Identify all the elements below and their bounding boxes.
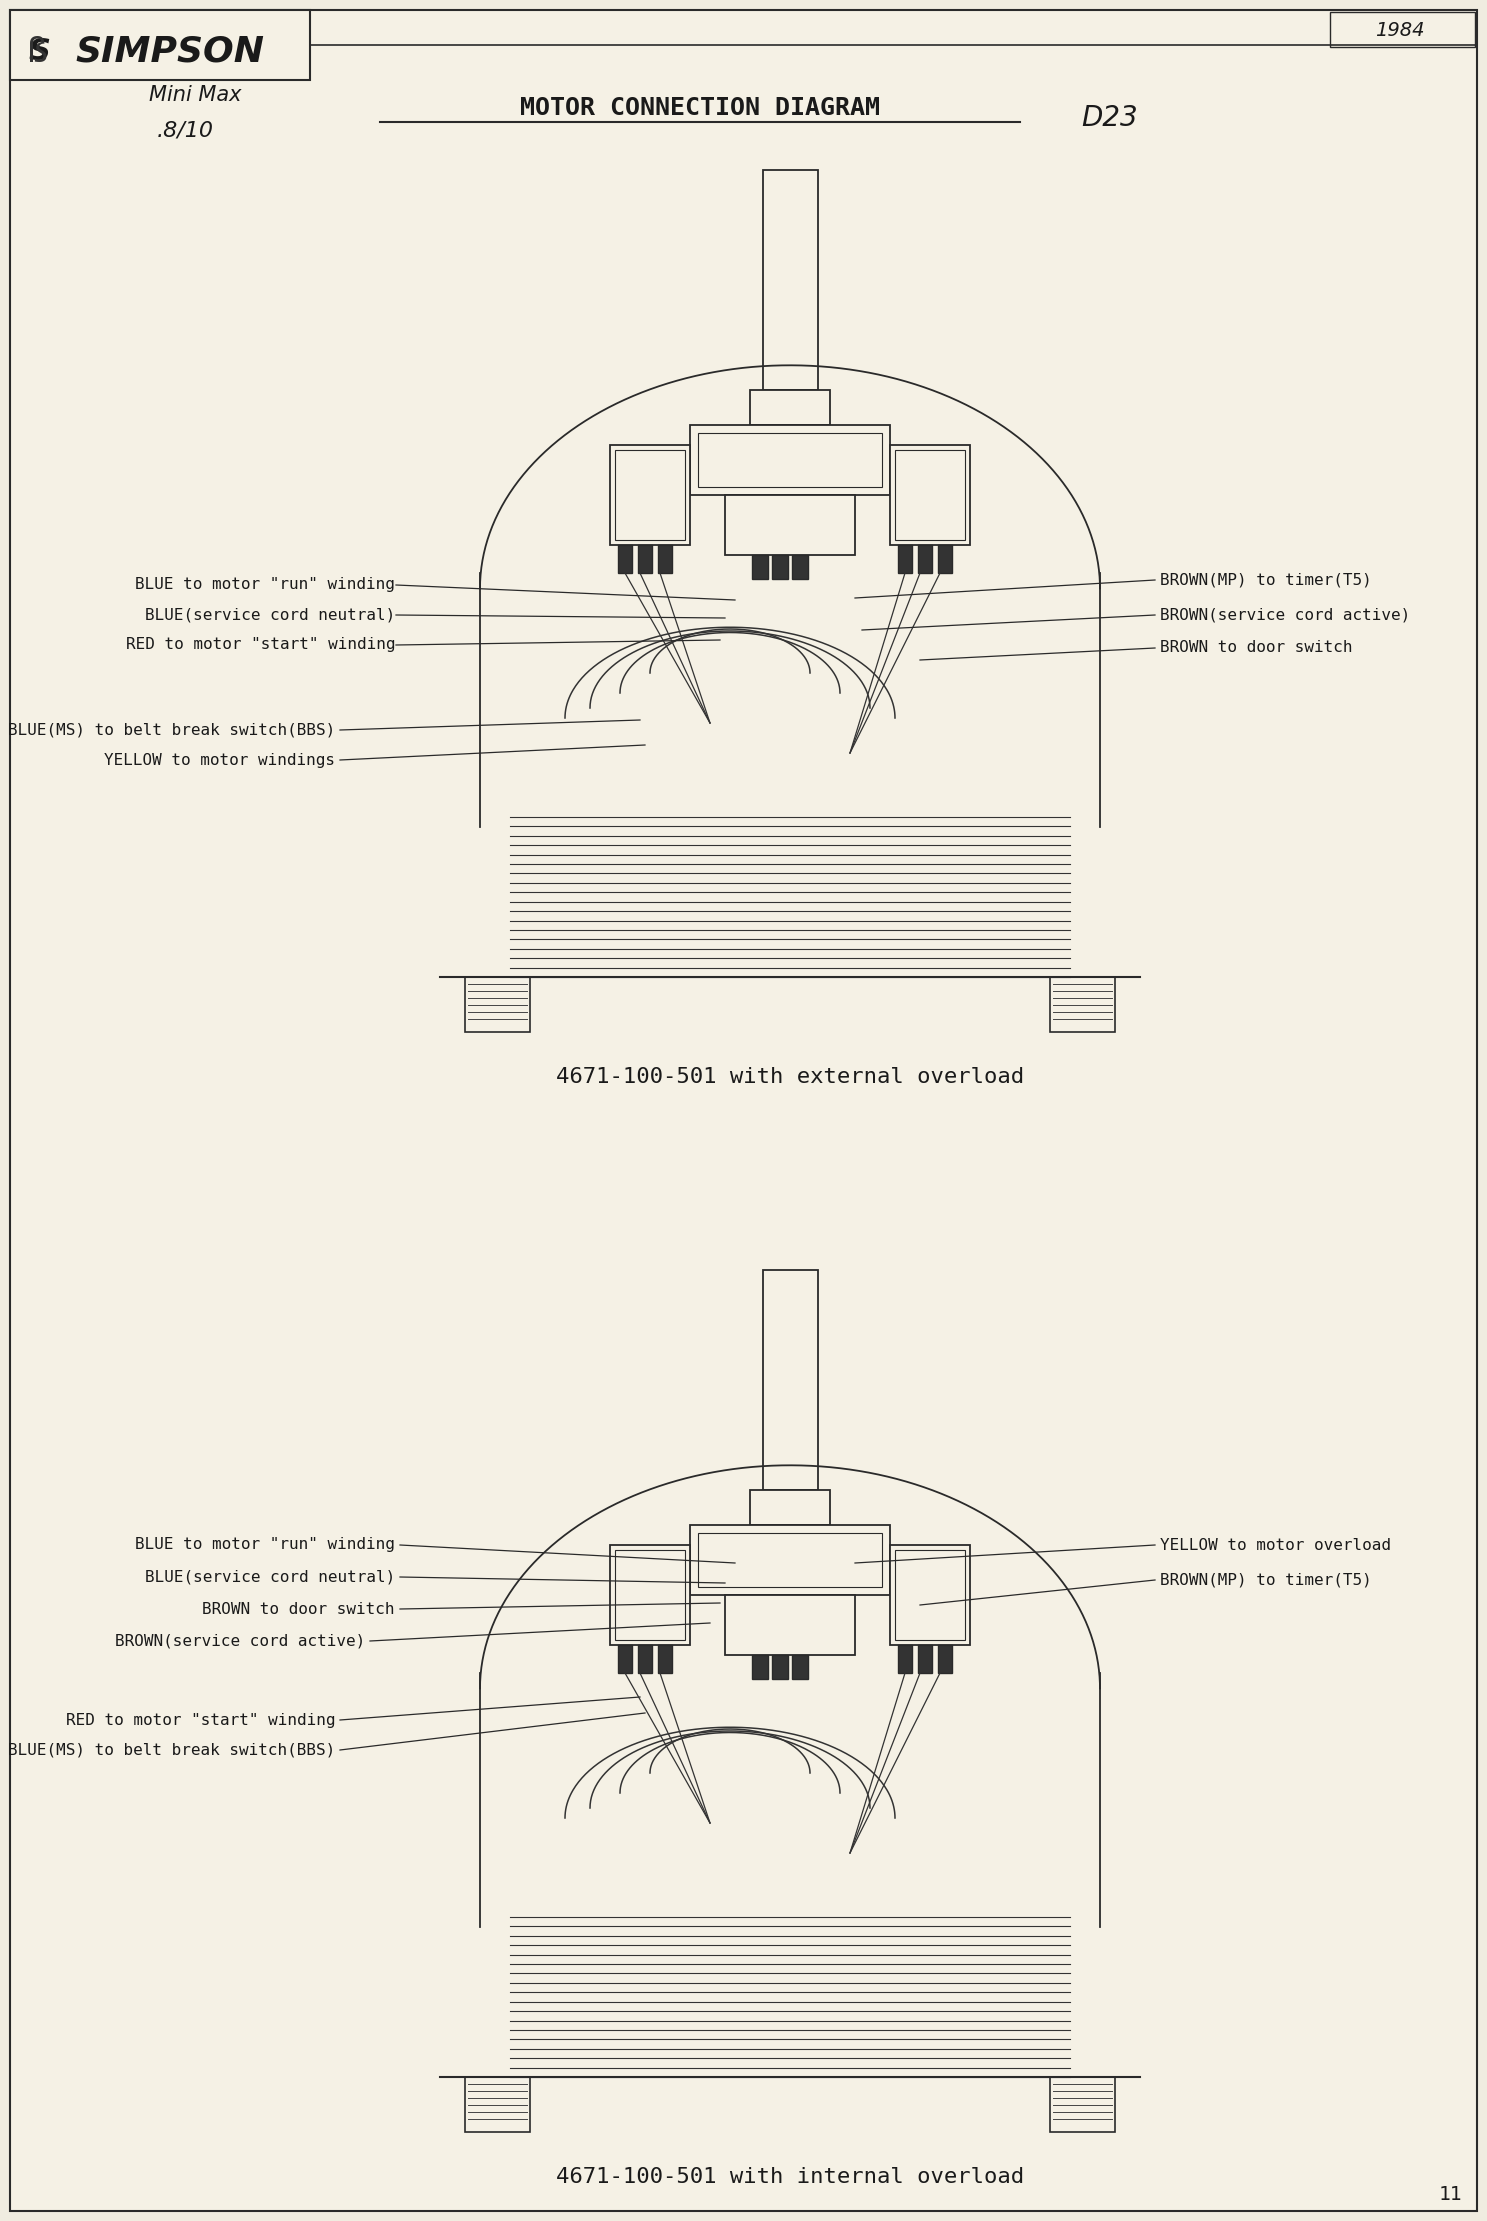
Bar [465, 977, 529, 1033]
Bar [793, 555, 807, 580]
Bar [610, 1546, 690, 1646]
Text: BROWN(MP) to timer(T5): BROWN(MP) to timer(T5) [1160, 573, 1371, 589]
Bar [938, 1646, 952, 1672]
Bar [895, 1550, 965, 1639]
Bar [749, 391, 830, 424]
Bar [763, 171, 818, 391]
Bar [938, 544, 952, 573]
Bar [895, 451, 965, 540]
Text: SIMPSON: SIMPSON [76, 36, 265, 69]
Text: BROWN(MP) to timer(T5): BROWN(MP) to timer(T5) [1160, 1572, 1371, 1588]
Text: BLUE to motor "run" winding: BLUE to motor "run" winding [135, 1537, 396, 1552]
Bar [638, 544, 651, 573]
Text: BROWN to door switch: BROWN to door switch [202, 1601, 396, 1617]
Bar [1050, 977, 1115, 1033]
Text: .8/10: .8/10 [156, 120, 214, 140]
Text: BLUE(service cord neutral): BLUE(service cord neutral) [144, 1570, 396, 1584]
Bar [690, 424, 891, 495]
Bar [1050, 2077, 1115, 2132]
Text: BLUE(MS) to belt break switch(BBS): BLUE(MS) to belt break switch(BBS) [7, 722, 335, 737]
Bar [659, 1646, 672, 1672]
Bar [659, 544, 672, 573]
Bar [898, 544, 912, 573]
Bar [619, 544, 632, 573]
Text: RED to motor "start" winding: RED to motor "start" winding [65, 1712, 335, 1728]
Bar [610, 444, 690, 544]
Bar [891, 1546, 970, 1646]
Text: S: S [30, 38, 51, 67]
Text: RED to motor "start" winding: RED to motor "start" winding [125, 637, 396, 653]
Bar [772, 555, 788, 580]
Text: BROWN to door switch: BROWN to door switch [1160, 640, 1353, 655]
Bar [1329, 11, 1475, 47]
Bar [697, 1532, 882, 1588]
Bar [917, 544, 932, 573]
Bar [697, 433, 882, 486]
Bar [749, 1490, 830, 1526]
Bar [752, 555, 767, 580]
Text: 4671-100-501 with external overload: 4671-100-501 with external overload [556, 1066, 1025, 1086]
Bar [917, 1646, 932, 1672]
Text: BLUE(service cord neutral): BLUE(service cord neutral) [144, 609, 396, 622]
Text: BROWN(service cord active): BROWN(service cord active) [1160, 609, 1410, 622]
Bar [465, 2077, 529, 2132]
Bar [763, 1270, 818, 1490]
Text: Mini Max: Mini Max [149, 84, 241, 104]
Text: 1984: 1984 [1375, 20, 1425, 40]
Bar [619, 1646, 632, 1672]
Text: ß: ß [27, 36, 49, 69]
Text: YELLOW to motor windings: YELLOW to motor windings [104, 753, 335, 768]
Bar [616, 451, 686, 540]
Bar [726, 1595, 855, 1655]
Bar [690, 1526, 891, 1595]
Text: MOTOR CONNECTION DIAGRAM: MOTOR CONNECTION DIAGRAM [520, 96, 880, 120]
Text: 11: 11 [1438, 2185, 1462, 2205]
Text: BROWN(service cord active): BROWN(service cord active) [114, 1632, 364, 1648]
Bar [638, 1646, 651, 1672]
Bar [726, 495, 855, 555]
Bar [10, 11, 309, 80]
Bar [616, 1550, 686, 1639]
Bar [772, 1655, 788, 1679]
Text: BLUE(MS) to belt break switch(BBS): BLUE(MS) to belt break switch(BBS) [7, 1743, 335, 1757]
Bar [793, 1655, 807, 1679]
Text: BLUE to motor "run" winding: BLUE to motor "run" winding [135, 577, 396, 593]
Text: 4671-100-501 with internal overload: 4671-100-501 with internal overload [556, 2168, 1025, 2188]
Bar [891, 444, 970, 544]
Bar [752, 1655, 767, 1679]
Text: YELLOW to motor overload: YELLOW to motor overload [1160, 1537, 1390, 1552]
Text: D23: D23 [1081, 104, 1139, 131]
Bar [898, 1646, 912, 1672]
